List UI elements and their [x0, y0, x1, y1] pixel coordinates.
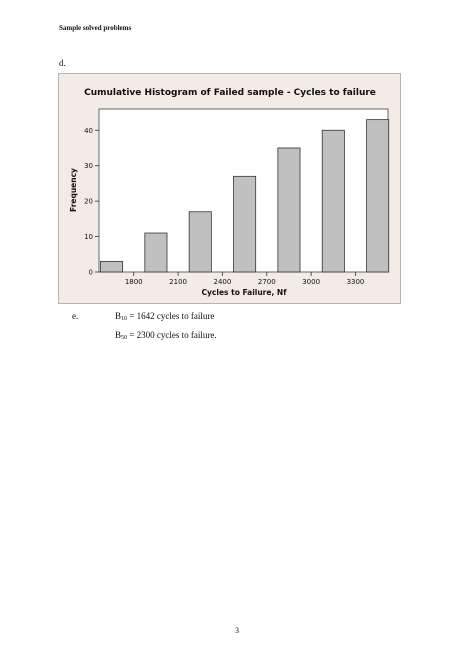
histogram-bar	[233, 175, 257, 273]
histogram-bar	[366, 119, 390, 273]
item-e-label: e.	[72, 311, 79, 321]
histogram-bar	[188, 211, 212, 273]
b10-symbol: B	[115, 311, 122, 321]
y-tick-label: 40	[84, 127, 93, 135]
b50-result: B50 = 2300 cycles to failure.	[115, 330, 217, 341]
x-tick-label: 1800	[125, 278, 143, 286]
b50-subscript: 50	[121, 335, 128, 341]
b50-symbol: B	[115, 330, 122, 340]
y-tick-label: 30	[84, 162, 93, 170]
b10-value: = 1642 cycles to failure	[127, 311, 215, 321]
x-axis: 1800 2100 2400 2700 3000 3300	[125, 272, 365, 286]
x-tick-label: 2400	[214, 278, 232, 286]
y-axis-label: Frequency	[69, 168, 78, 212]
x-tick-label: 3000	[302, 278, 320, 286]
running-header: Sample solved problems	[59, 24, 132, 32]
b50-value: = 2300 cycles to failure.	[127, 330, 217, 340]
x-tick-label: 3300	[347, 278, 365, 286]
histogram-figure: Cumulative Histogram of Failed sample - …	[58, 73, 401, 304]
y-tick-label: 20	[84, 198, 93, 206]
item-d-label: d.	[59, 58, 66, 68]
histogram-chart: Cumulative Histogram of Failed sample - …	[69, 88, 390, 297]
y-tick-label: 10	[84, 233, 93, 241]
b10-subscript: 10	[121, 316, 128, 322]
histogram-bar	[100, 260, 124, 273]
bar-group	[100, 119, 390, 273]
x-tick-label: 2700	[258, 278, 276, 286]
b10-result: B10 = 1642 cycles to failure	[115, 311, 214, 322]
y-tick-label: 0	[89, 269, 93, 277]
page-number: 3	[235, 626, 239, 635]
y-axis: 0 10 20 30 40	[84, 127, 99, 277]
x-axis-label: Cycles to Failure, Nf	[202, 288, 288, 297]
histogram-bar	[144, 232, 168, 273]
histogram-bar	[277, 147, 301, 273]
chart-title: Cumulative Histogram of Failed sample - …	[84, 88, 376, 98]
histogram-bar	[321, 129, 345, 273]
x-tick-label: 2100	[169, 278, 187, 286]
